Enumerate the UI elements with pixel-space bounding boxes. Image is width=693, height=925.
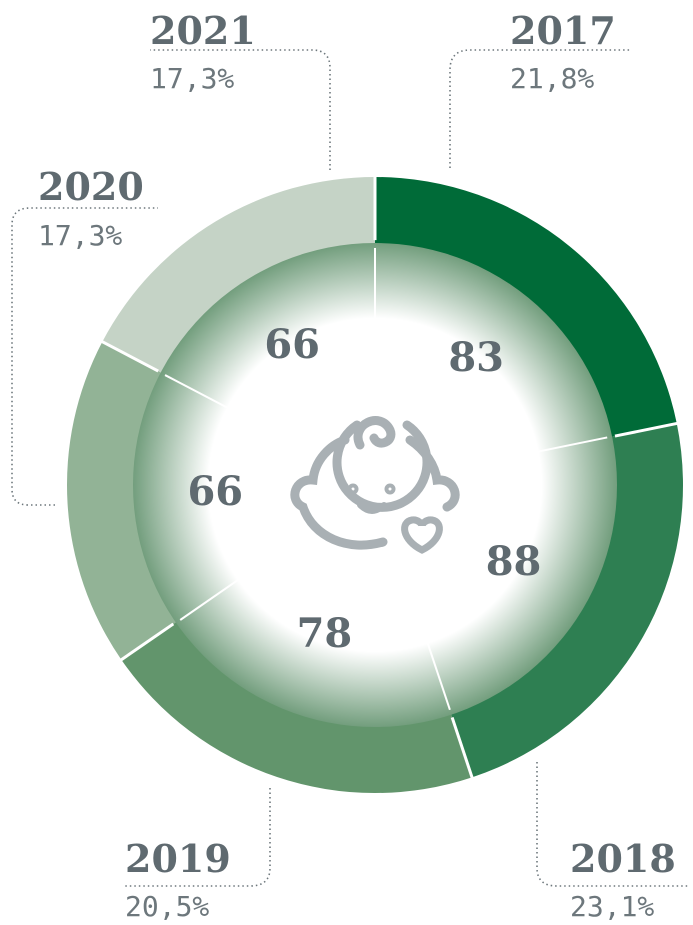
category-label: 2018 bbox=[570, 836, 676, 881]
ring-segment bbox=[121, 619, 473, 793]
percentage-label: 17,3% bbox=[150, 62, 234, 95]
percentage-label: 20,5% bbox=[125, 890, 209, 923]
category-label: 2020 bbox=[38, 164, 144, 209]
labels: 83 88 78 66 66 bbox=[187, 321, 541, 657]
value-label: 83 bbox=[448, 334, 504, 381]
ring-divider bbox=[99, 339, 159, 373]
slice-divider bbox=[374, 436, 608, 486]
percentage-label: 17,3% bbox=[38, 219, 122, 252]
ring bbox=[67, 177, 683, 793]
percentage-label: 23,1% bbox=[570, 890, 654, 923]
slice-divider bbox=[374, 484, 451, 711]
leaders bbox=[11, 49, 690, 887]
baby-icon bbox=[290, 416, 460, 554]
category-label: 2021 bbox=[150, 8, 256, 53]
ring-divider bbox=[450, 716, 475, 780]
percentage-label: 21,8% bbox=[510, 62, 594, 95]
ring-divider bbox=[118, 622, 175, 663]
ring-divider bbox=[614, 421, 680, 438]
category-label: 2019 bbox=[125, 836, 231, 881]
dividers bbox=[99, 175, 680, 780]
ring-segment bbox=[449, 423, 683, 778]
category-label: 2017 bbox=[510, 8, 616, 53]
value-label: 66 bbox=[264, 321, 320, 368]
ring-segment bbox=[375, 177, 677, 438]
value-label: 88 bbox=[486, 538, 542, 585]
slice-divider bbox=[179, 484, 376, 621]
ring-segment bbox=[67, 341, 180, 660]
ring-segment bbox=[102, 177, 375, 375]
value-label: 66 bbox=[187, 468, 243, 515]
value-label: 78 bbox=[297, 610, 353, 657]
